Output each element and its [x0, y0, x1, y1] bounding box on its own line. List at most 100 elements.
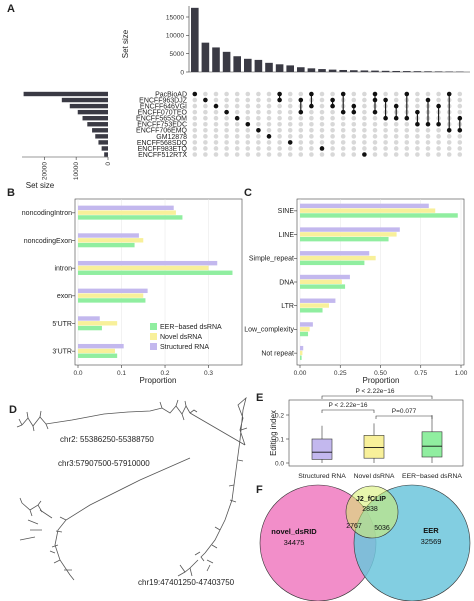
matrix-dot-empty [266, 115, 272, 121]
matrix-dot-empty [383, 134, 388, 139]
panel-b-frame [74, 198, 243, 366]
matrix-dot-empty [277, 115, 282, 121]
matrix-dot-empty [351, 134, 357, 139]
matrix-dot-empty [203, 109, 208, 115]
matrix-dot-empty [277, 103, 282, 109]
e-tick-label: 0.2 [275, 412, 284, 419]
matrix-dot-empty [234, 109, 240, 115]
matrix-dot-empty [224, 115, 229, 121]
structure-chr3-arm [19, 497, 43, 517]
set-size-bar [95, 134, 108, 139]
matrix-dot-empty [266, 103, 272, 109]
matrix-dot-empty [425, 140, 431, 145]
matrix-dot-empty [287, 103, 293, 109]
intersection-bar [350, 70, 358, 72]
matrix-dot-empty [436, 97, 441, 103]
matrix-dot-empty [457, 134, 463, 139]
c-category-label: Low_complexity [244, 327, 294, 334]
structure-chr19-backbone [204, 396, 247, 554]
matrix-dot-empty [213, 128, 219, 133]
matrix-dot-empty [309, 121, 314, 127]
matrix-dot-empty [224, 134, 229, 139]
matrix-dot-empty [266, 146, 272, 151]
matrix-dot-empty [457, 109, 463, 115]
c-bar [300, 303, 329, 308]
matrix-dot-empty [298, 146, 304, 151]
matrix-dot-empty [351, 121, 357, 127]
matrix-dot-empty [287, 134, 293, 139]
intersection-bar [191, 7, 199, 72]
matrix-dot-empty [192, 121, 198, 127]
upset-left-tick-label: 10000 [73, 162, 80, 180]
p-value-structured-vs-eer: P < 2.22e−16 [356, 388, 395, 395]
c-bar [300, 255, 376, 261]
b-bar [78, 353, 118, 358]
upset-top-tick-label: 10000 [166, 33, 184, 40]
panel-e-ylabel: Editing index [269, 410, 278, 456]
intersection-bar [222, 51, 231, 72]
upset-top-tick-label: 5000 [170, 51, 185, 58]
venn-count-novel-only: 34475 [284, 538, 305, 547]
c-category-label: LINE [278, 232, 294, 239]
c-category-label: Simple_repeat [249, 256, 294, 263]
matrix-dot-empty [425, 91, 431, 97]
set-size-bar [92, 128, 108, 133]
matrix-dot-empty [309, 134, 314, 139]
b-category-label: 5'UTR [52, 321, 72, 328]
b-bar [78, 238, 144, 243]
c-bar [300, 279, 342, 284]
matrix-dot-filled [415, 109, 420, 115]
legend-label: Novel dsRNA [160, 334, 202, 341]
panel-b-bar-chart: noncodingIntron noncodingExon intron exon 5'… [22, 198, 243, 385]
upset-left-tick-label: 20000 [41, 162, 48, 180]
venn-count-j2-eer: 5036 [374, 525, 390, 532]
matrix-dot-empty [298, 134, 304, 139]
matrix-dot-empty [192, 115, 198, 121]
structure-chr19-branch [177, 559, 199, 577]
intersection-bar [307, 68, 316, 72]
matrix-dot-empty [309, 128, 314, 133]
matrix-dot-empty [277, 109, 282, 115]
c-category-label: LTR [281, 303, 294, 310]
matrix-dot-empty [362, 115, 367, 121]
b-bar [78, 343, 124, 349]
upset-left-tick-label: 0 [105, 162, 112, 166]
box [311, 438, 333, 460]
set-size-bar [77, 109, 108, 115]
structure-chr2-backbone [21, 405, 191, 427]
b-bar [78, 210, 176, 215]
matrix-dot-empty [393, 146, 399, 151]
b-category-label: noncodingIntron [22, 210, 72, 217]
panel-c-xlabel: Proportion [363, 376, 400, 385]
matrix-dot-empty [362, 109, 367, 115]
matrix-dot-empty [425, 152, 431, 157]
matrix-dot-empty [203, 115, 208, 121]
matrix-dot-empty [372, 152, 378, 157]
matrix-dot-empty [234, 128, 240, 133]
matrix-dot-empty [224, 97, 229, 103]
matrix-dot-empty [224, 121, 229, 127]
venn-count-eer-only: 32569 [421, 537, 442, 546]
c-tick-label: 0.75 [414, 370, 427, 377]
region-label-chr19: chr19:47401250-47403750 [138, 578, 235, 587]
matrix-dot-empty [372, 121, 378, 127]
panel-label-f: F [256, 484, 263, 496]
panel-label-c: C [244, 187, 252, 199]
matrix-dot-empty [192, 140, 198, 145]
c-bar [300, 327, 310, 332]
matrix-dot-empty [457, 103, 463, 109]
matrix-dot-empty [266, 152, 272, 157]
matrix-dot-empty [234, 121, 240, 127]
c-bar [300, 298, 336, 303]
upset-matrix [192, 91, 463, 157]
matrix-dot-empty [330, 115, 335, 121]
b-bar [78, 348, 115, 354]
set-name: ENCFF983ETQ [138, 146, 188, 153]
matrix-dot-empty [330, 109, 335, 115]
c-tick-label: 0.50 [374, 370, 387, 377]
matrix-dot-empty [298, 121, 304, 127]
matrix-dot-empty [457, 146, 463, 151]
set-name: PacBioAD [155, 91, 187, 98]
matrix-dot-empty [213, 146, 219, 151]
matrix-dot-empty [362, 103, 367, 109]
